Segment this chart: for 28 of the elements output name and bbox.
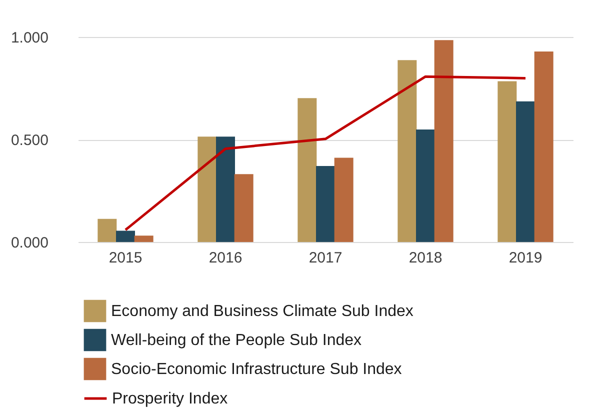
- x-tick-label: 2018: [408, 250, 442, 266]
- legend-label: Socio-Economic Infrastructure Sub Index: [111, 361, 402, 378]
- bar: [516, 101, 535, 242]
- bar: [216, 136, 235, 242]
- bar: [98, 218, 117, 242]
- bar: [116, 230, 135, 242]
- y-tick-label: 0.500: [10, 132, 48, 149]
- bar: [398, 60, 417, 242]
- x-tick-label: 2017: [308, 250, 342, 266]
- bar: [134, 236, 154, 242]
- line-series: [124, 75, 527, 232]
- bar: [498, 81, 517, 242]
- x-tick-label: 2015: [108, 250, 142, 266]
- y-tick-label: 0.000: [10, 234, 48, 252]
- bar: [316, 166, 335, 242]
- bar: [334, 158, 354, 242]
- bar: [434, 40, 454, 242]
- legend-label: Economy and Business Climate Sub Index: [111, 303, 414, 320]
- y-tick-label: 1.000: [10, 30, 48, 46]
- x-tick-label: 2016: [208, 250, 242, 266]
- bar: [198, 136, 217, 242]
- bar: [534, 52, 554, 242]
- bar: [234, 174, 254, 242]
- bar: [298, 98, 317, 242]
- bar: [416, 129, 435, 242]
- legend-label: Prosperity Index: [112, 390, 228, 408]
- legend-label: Well-being of the People Sub Index: [111, 332, 362, 349]
- x-tick-label: 2019: [508, 250, 542, 266]
